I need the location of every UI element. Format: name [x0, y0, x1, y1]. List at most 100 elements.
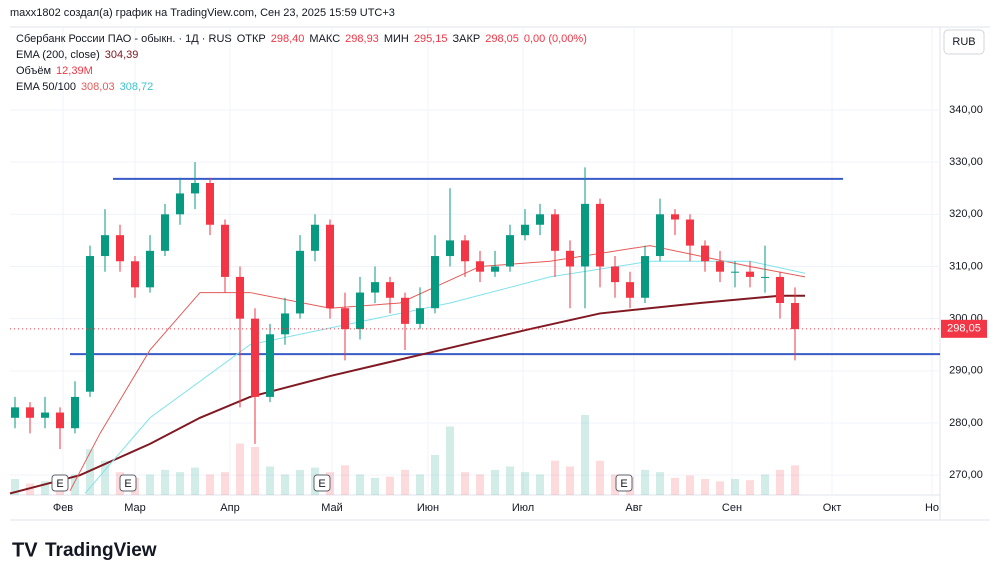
volume-bar [716, 481, 724, 495]
candle-body [581, 203, 589, 267]
y-tick-label: 320,00 [949, 208, 983, 220]
ohlc-name: ЗАКР [452, 33, 480, 45]
candle-body [236, 276, 244, 319]
volume-bar [356, 474, 364, 495]
candle-body [596, 203, 604, 267]
volume-bar [341, 465, 349, 495]
x-tick-label: Сен [722, 502, 742, 514]
volume-bar [251, 447, 259, 495]
candle-body [626, 282, 634, 298]
volume-bar [551, 460, 559, 495]
candle-body [461, 240, 469, 262]
volume-bar [776, 469, 784, 495]
volume-bar [641, 469, 649, 495]
volume-bar [296, 469, 304, 495]
volume-bar [206, 474, 214, 495]
volume-bar [476, 474, 484, 495]
volume-bar [446, 426, 454, 495]
event-icon [615, 474, 633, 492]
volume-bar [746, 480, 754, 495]
volume-name: Объём [16, 65, 51, 77]
volume-value: 12,39M [56, 65, 93, 77]
ohlc-name: ОТКР [237, 33, 266, 45]
event-label: E [56, 478, 63, 490]
candle-body [716, 261, 724, 272]
ohlc-name: МАКС [309, 33, 340, 45]
candle-body [776, 276, 784, 303]
candle-body [791, 303, 799, 330]
volume-bar [761, 474, 769, 495]
ema-line [9, 294, 805, 495]
candle-body [131, 261, 139, 288]
candle-body [641, 256, 649, 298]
event-label: E [124, 478, 131, 490]
y-tick-label: 290,00 [949, 365, 983, 377]
volume-bar [701, 479, 709, 495]
candle-body [251, 318, 259, 397]
candle-body [116, 235, 124, 262]
volume-bar [41, 481, 49, 495]
candle-body [701, 245, 709, 262]
ema-line [69, 245, 806, 492]
y-tick-label: 340,00 [949, 104, 983, 116]
y-tick-label: 270,00 [949, 469, 983, 481]
candle-body [41, 412, 49, 418]
volume-bar [791, 465, 799, 495]
currency: RUB [952, 36, 975, 48]
candle-body [356, 292, 364, 330]
volume-bar [536, 474, 544, 495]
volume-bar [371, 477, 379, 495]
indicator-value: 308,03 [81, 81, 115, 93]
x-tick-label: Мар [124, 502, 146, 514]
volume-bar [731, 479, 739, 495]
volume-bar [176, 472, 184, 495]
x-tick-label: Июн [417, 502, 439, 514]
volume-bar [71, 474, 79, 495]
volume-bar [416, 474, 424, 495]
x-tick-label: Май [321, 502, 343, 514]
event-icon [119, 474, 137, 492]
volume-bar [611, 474, 619, 495]
candle-body [536, 214, 544, 225]
volume-bar [686, 475, 694, 495]
candle-body [326, 224, 334, 309]
volume-bar [461, 472, 469, 495]
candle-body [26, 407, 34, 418]
candle-body [311, 224, 319, 251]
candle-body [161, 214, 169, 251]
candle-body [146, 250, 154, 288]
candle-body [371, 282, 379, 293]
event-icon [51, 474, 69, 492]
y-tick-label: 330,00 [949, 156, 983, 168]
candle-body [71, 396, 79, 429]
y-tick-label: 280,00 [949, 417, 983, 429]
indicator-value: 304,39 [105, 49, 139, 61]
candle-body [206, 183, 214, 225]
credit: maxx1802 создал(а) график на TradingView… [10, 7, 395, 19]
volume-bar [86, 449, 94, 495]
volume-bar [581, 415, 589, 495]
volume-bar [146, 474, 154, 495]
change: 0,00 (0,00%) [524, 33, 587, 45]
candle-body [521, 224, 529, 236]
volume-bar [521, 472, 529, 495]
candle-body [176, 193, 184, 215]
candle-body [761, 276, 769, 278]
ohlc-value: 298,93 [345, 33, 379, 45]
candle-body [491, 266, 499, 272]
volume-bar [491, 469, 499, 495]
candle-body [566, 250, 574, 267]
x-tick-label: Окт [823, 502, 842, 514]
event-label: E [318, 478, 325, 490]
candle-body [611, 266, 619, 283]
legend: Сбербанк России ПАО - обыкн. · 1Д · RUS О… [16, 33, 587, 93]
volume-bar [161, 469, 169, 495]
symbol: Сбербанк России ПАО - обыкн. · 1Д · RUS [16, 33, 232, 45]
logo-mark: TV [12, 539, 38, 561]
candle-body [431, 256, 439, 309]
volume-bar [236, 443, 244, 495]
candle-body [221, 224, 229, 277]
currency-button[interactable] [943, 29, 985, 55]
